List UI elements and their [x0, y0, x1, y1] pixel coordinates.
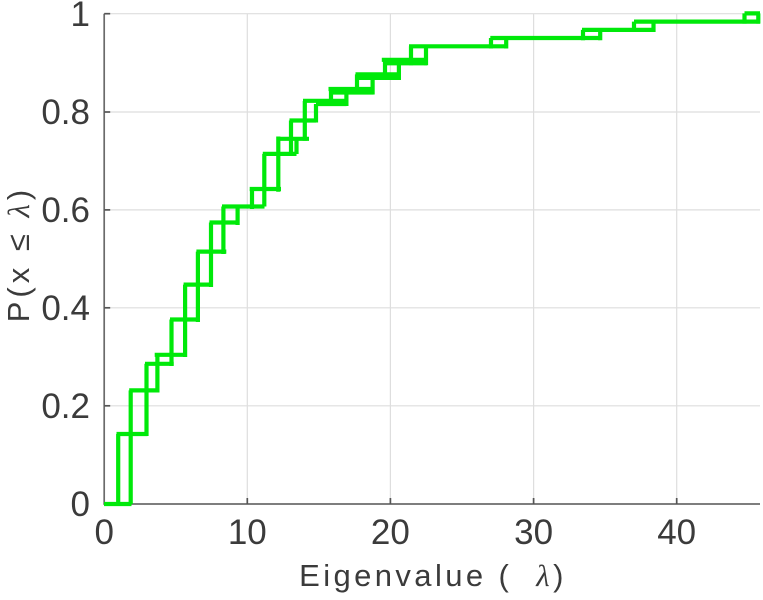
svg-text:20: 20: [371, 513, 410, 552]
svg-text:0.8: 0.8: [41, 93, 90, 132]
svg-text:40: 40: [657, 513, 696, 552]
svg-text:Eigenvalue ( λ): Eigenvalue ( λ): [299, 558, 567, 593]
svg-text:P(x ≤ λ): P(x ≤ λ): [1, 186, 36, 323]
svg-text:0: 0: [71, 485, 90, 524]
svg-text:0: 0: [94, 513, 113, 552]
svg-text:0.2: 0.2: [41, 387, 90, 426]
svg-text:10: 10: [228, 513, 267, 552]
svg-text:1: 1: [71, 0, 90, 34]
svg-text:0.4: 0.4: [41, 289, 90, 328]
svg-text:0.6: 0.6: [41, 191, 90, 230]
svg-text:30: 30: [514, 513, 553, 552]
